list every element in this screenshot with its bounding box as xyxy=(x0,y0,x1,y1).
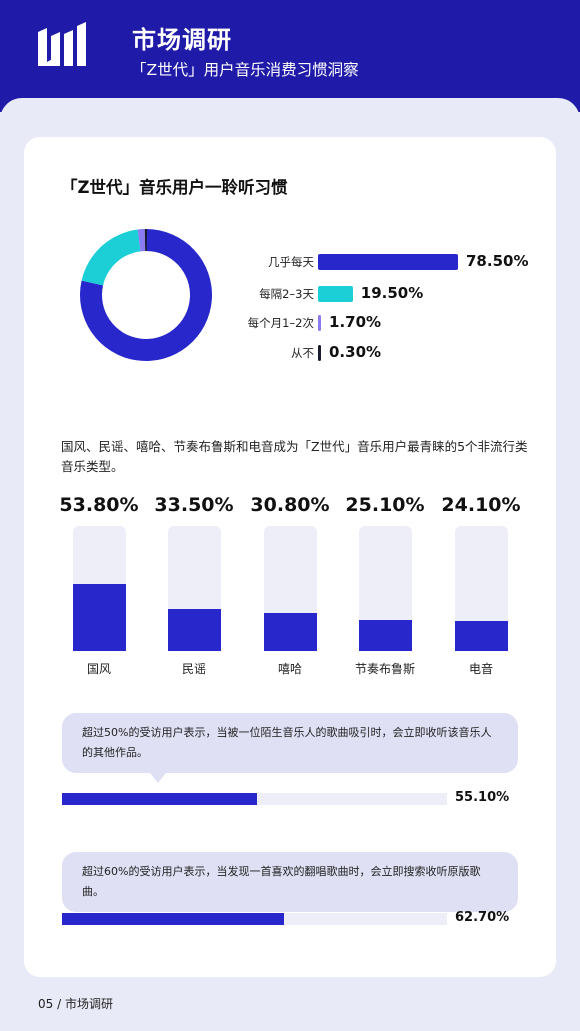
genre-bar-track xyxy=(359,526,412,651)
genre-bar-track xyxy=(168,526,221,651)
genre-bar xyxy=(264,612,317,651)
stat-progress-2 xyxy=(62,913,447,925)
genre-bar xyxy=(359,619,412,651)
page-header: 市场调研 「Z世代」用户音乐消费习惯洞察 xyxy=(0,0,580,112)
stat-progress-fill-1 xyxy=(62,793,258,805)
page-title: 市场调研 xyxy=(132,26,232,54)
stat-progress-fill-2 xyxy=(62,913,285,925)
genre-category-label: 电音 xyxy=(468,662,493,676)
frequency-value: 1.70% xyxy=(329,313,382,331)
genre-value-label: 30.80% xyxy=(250,494,330,516)
genre-value-label: 53.80% xyxy=(59,494,139,516)
genre-category-label: 节奏布鲁斯 xyxy=(354,662,415,676)
page-footer: 05 / 市场调研 xyxy=(38,997,113,1011)
frequency-row: 每个月1–2次 1.70% xyxy=(230,313,550,332)
donut-slice-3 xyxy=(137,229,146,252)
section-title: 「Z世代」音乐用户一聆听习惯 xyxy=(61,178,288,197)
donut-slice-4 xyxy=(144,229,148,252)
genre-bar xyxy=(168,609,221,651)
stat-text-2: 超过60%的受访用户表示，当发现一首喜欢的翻唱歌曲时，会立即搜索收听原版歌曲。 xyxy=(82,865,481,898)
bubble-tail-2 xyxy=(160,892,176,902)
genre-value-label: 24.10% xyxy=(441,494,521,516)
frequency-row: 每隔2–3天 19.50% xyxy=(230,284,550,303)
page-subtitle: 「Z世代」用户音乐消费习惯洞察 xyxy=(131,61,359,79)
genre-category-label: 民谣 xyxy=(181,662,206,676)
genre-bar-track xyxy=(455,526,508,651)
genre-description: 国风、民谣、嘻哈、节奏布鲁斯和电音成为「Z世代」音乐用户最青睐的5个非流行类音乐… xyxy=(61,439,528,474)
donut-slice-1 xyxy=(80,229,213,361)
frequency-row: 从不 0.30% xyxy=(230,343,550,362)
genre-category-label: 嘻哈 xyxy=(277,662,302,676)
genre-bar xyxy=(73,583,126,651)
frequency-label: 每个月1–2次 xyxy=(247,316,314,330)
frequency-value: 19.50% xyxy=(360,284,424,302)
stat-bubble-2: 超过60%的受访用户表示，当发现一首喜欢的翻唱歌曲时，会立即搜索收听原版歌曲。 xyxy=(62,852,518,912)
frequency-row: 几乎每天 78.50% xyxy=(230,252,550,271)
bubble-tail-1 xyxy=(150,773,166,783)
stat-value-1: 55.10% xyxy=(455,790,510,805)
brand-logo-icon xyxy=(38,22,86,66)
genre-bar-track xyxy=(73,526,126,651)
frequency-label: 每隔2–3天 xyxy=(259,287,314,301)
stat-value-2: 62.70% xyxy=(455,910,510,925)
genre-value-label: 25.10% xyxy=(345,494,425,516)
frequency-bar xyxy=(318,286,353,302)
donut-slice-2 xyxy=(81,229,141,286)
stat-text-1: 超过50%的受访用户表示，当被一位陌生音乐人的歌曲吸引时，会立即收听该音乐人的其… xyxy=(82,726,492,759)
frequency-value: 0.30% xyxy=(329,343,382,361)
frequency-value: 78.50% xyxy=(466,252,529,270)
stat-progress-1 xyxy=(62,793,447,805)
frequency-bar xyxy=(318,345,321,361)
listening-frequency-donut-chart xyxy=(80,229,213,361)
genre-bar-track xyxy=(264,526,317,651)
frequency-label: 几乎每天 xyxy=(268,255,314,269)
stat-bubble-1: 超过50%的受访用户表示，当被一位陌生音乐人的歌曲吸引时，会立即收听该音乐人的其… xyxy=(62,713,518,773)
genre-value-label: 33.50% xyxy=(154,494,234,516)
genre-category-label: 国风 xyxy=(86,662,111,676)
frequency-bar xyxy=(318,315,322,331)
frequency-label: 从不 xyxy=(291,346,314,360)
frequency-bar xyxy=(318,254,458,270)
genre-bar xyxy=(455,620,508,651)
